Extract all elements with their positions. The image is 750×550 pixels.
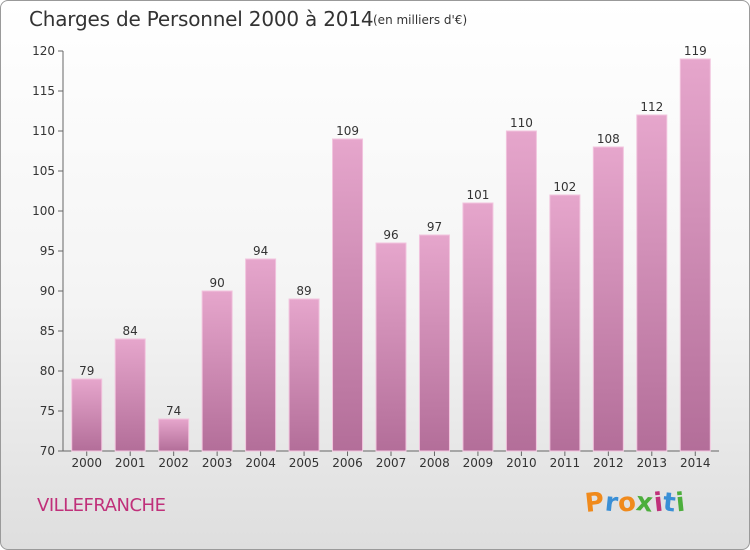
city-name: VILLEFRANCHE — [37, 495, 166, 516]
y-tick-label: 100 — [32, 204, 55, 218]
bar-value-label: 94 — [253, 244, 268, 258]
bar-value-label: 89 — [296, 284, 311, 298]
x-tick-label: 2010 — [506, 456, 537, 470]
bar-value-label: 79 — [79, 364, 94, 378]
bar-value-label: 84 — [123, 324, 138, 338]
x-tick-label: 2008 — [419, 456, 450, 470]
bar-value-label: 96 — [383, 228, 398, 242]
bar-value-label: 101 — [466, 188, 489, 202]
proxiti-logo: Proxiti — [583, 487, 687, 519]
bar — [245, 258, 277, 452]
y-tick-label: 105 — [32, 164, 55, 178]
bar — [332, 138, 364, 452]
bar — [288, 298, 320, 452]
y-tick-label: 95 — [40, 244, 55, 258]
bar — [505, 130, 537, 452]
bar — [592, 146, 624, 452]
x-tick-label: 2003 — [202, 456, 233, 470]
bar-value-label: 74 — [166, 404, 181, 418]
bar-value-label: 112 — [640, 100, 663, 114]
bar — [418, 234, 450, 452]
y-tick-label: 90 — [40, 284, 55, 298]
bar — [636, 114, 668, 452]
logo-letter: i — [674, 487, 687, 519]
chart-title: Charges de Personnel 2000 à 2014 — [29, 7, 374, 31]
bar-value-label: 119 — [684, 44, 707, 58]
bar — [462, 202, 494, 452]
chart-subtitle: (en milliers d'€) — [373, 13, 468, 27]
bar — [679, 58, 711, 452]
bar — [114, 338, 146, 452]
y-tick-label: 75 — [40, 404, 55, 418]
x-tick-label: 2002 — [158, 456, 189, 470]
x-tick-label: 2012 — [593, 456, 624, 470]
x-tick-label: 2004 — [245, 456, 276, 470]
bar — [201, 290, 233, 452]
bar — [375, 242, 407, 452]
y-tick-label: 110 — [32, 124, 55, 138]
bar — [158, 418, 190, 452]
x-tick-label: 2001 — [115, 456, 146, 470]
y-tick-label: 115 — [32, 84, 55, 98]
bar-value-label: 102 — [553, 180, 576, 194]
x-tick-label: 2014 — [680, 456, 711, 470]
x-tick-label: 2005 — [289, 456, 320, 470]
x-tick-label: 2007 — [376, 456, 407, 470]
x-tick-label: 2013 — [637, 456, 668, 470]
y-tick-label: 120 — [32, 44, 55, 58]
bar-value-label: 108 — [597, 132, 620, 146]
x-tick-label: 2011 — [550, 456, 581, 470]
x-tick-label: 2000 — [71, 456, 102, 470]
y-tick-label: 85 — [40, 324, 55, 338]
y-tick-label: 70 — [40, 444, 55, 458]
x-tick-label: 2006 — [332, 456, 363, 470]
bar-value-label: 110 — [510, 116, 533, 130]
x-tick-label: 2009 — [463, 456, 494, 470]
bar — [549, 194, 581, 452]
y-tick-label: 80 — [40, 364, 55, 378]
bar-value-label: 109 — [336, 124, 359, 138]
bar — [71, 378, 103, 452]
bar-value-label: 90 — [209, 276, 224, 290]
bar-value-label: 97 — [427, 220, 442, 234]
